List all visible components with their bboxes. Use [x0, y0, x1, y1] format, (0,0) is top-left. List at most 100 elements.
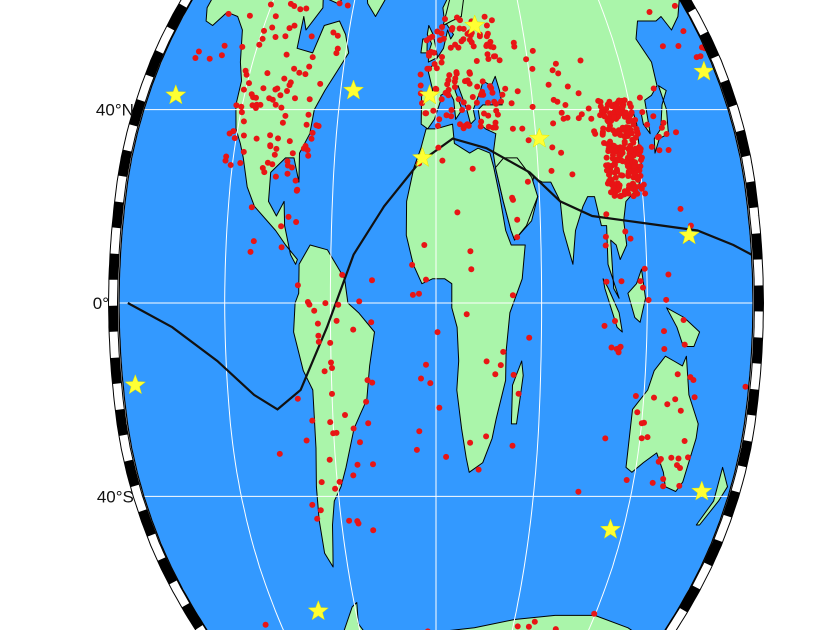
station-marker [625, 129, 632, 136]
station-marker [430, 107, 437, 114]
station-marker [634, 409, 641, 416]
station-marker [457, 121, 463, 128]
station-marker [627, 153, 634, 160]
station-marker [256, 41, 263, 48]
station-marker [488, 17, 495, 24]
station-marker [575, 115, 582, 122]
station-marker [480, 91, 487, 98]
station-marker [680, 28, 687, 35]
star-marker [411, 146, 434, 167]
station-marker [350, 472, 357, 479]
station-marker [591, 610, 598, 617]
station-marker [315, 332, 322, 339]
station-marker [303, 437, 310, 444]
star-marker [693, 60, 715, 81]
station-marker [531, 618, 538, 625]
station-marker [681, 438, 688, 444]
station-marker [364, 377, 371, 384]
station-marker [655, 458, 662, 465]
station-marker [336, 478, 343, 485]
station-marker [334, 45, 341, 52]
station-marker [630, 139, 637, 146]
station-marker [502, 85, 509, 92]
station-marker [664, 401, 671, 408]
station-marker [326, 456, 333, 463]
station-marker [275, 135, 281, 142]
station-marker [626, 100, 633, 107]
station-marker [638, 435, 645, 442]
station-marker [240, 148, 247, 155]
station-marker [569, 171, 576, 178]
lat-tick-label: 0° [93, 294, 109, 313]
station-marker [423, 276, 429, 283]
station-marker [509, 125, 516, 132]
station-marker [549, 144, 556, 151]
landmass-arabia-fill [495, 157, 539, 241]
station-marker [558, 109, 565, 116]
station-marker [246, 12, 253, 19]
station-marker [369, 277, 375, 284]
station-marker [654, 134, 661, 141]
station-marker [448, 107, 455, 113]
station-marker [308, 135, 315, 142]
station-marker [552, 60, 559, 67]
station-marker [287, 0, 294, 7]
station-marker [627, 147, 634, 154]
station-marker [660, 119, 667, 126]
station-marker [622, 109, 629, 116]
station-marker [332, 485, 339, 492]
station-marker [272, 173, 279, 180]
station-marker [489, 89, 496, 96]
station-marker [602, 233, 609, 240]
station-marker [562, 102, 569, 108]
station-marker [605, 141, 612, 148]
station-marker [552, 626, 559, 630]
station-marker [438, 30, 445, 37]
station-marker [439, 157, 446, 164]
station-marker [601, 113, 608, 120]
station-marker [294, 282, 301, 289]
station-marker [267, 1, 274, 8]
station-marker [247, 248, 254, 255]
station-marker [523, 56, 530, 63]
station-marker [525, 137, 532, 144]
station-marker [447, 44, 454, 51]
station-marker [284, 170, 291, 177]
station-marker [423, 361, 429, 368]
station-marker [240, 118, 247, 125]
station-marker [690, 377, 697, 383]
station-marker [508, 100, 515, 107]
station-marker [619, 124, 626, 131]
station-marker [463, 311, 470, 318]
map-outline [118, 0, 754, 630]
station-marker [459, 107, 466, 113]
station-marker [510, 371, 517, 378]
station-marker [233, 102, 240, 109]
station-marker [267, 143, 274, 150]
station-marker [291, 65, 298, 72]
station-marker [266, 95, 273, 102]
station-marker [658, 124, 665, 131]
station-marker [622, 133, 629, 140]
station-marker [529, 65, 536, 72]
station-marker [333, 429, 340, 436]
station-marker [458, 38, 465, 45]
station-marker [612, 130, 619, 137]
station-marker [663, 296, 670, 303]
station-marker [668, 454, 675, 461]
station-marker [267, 132, 274, 139]
station-marker [524, 178, 531, 185]
station-marker [227, 162, 234, 168]
station-marker [638, 157, 644, 163]
station-marker [519, 125, 526, 132]
station-marker [221, 42, 228, 49]
station-marker [483, 358, 490, 365]
station-marker [206, 55, 213, 62]
station-marker [632, 184, 639, 190]
station-marker [303, 121, 310, 128]
star-marker [678, 224, 700, 245]
station-marker [231, 135, 238, 142]
station-marker [281, 75, 288, 82]
star-marker [691, 480, 713, 501]
star-marker [124, 373, 146, 395]
